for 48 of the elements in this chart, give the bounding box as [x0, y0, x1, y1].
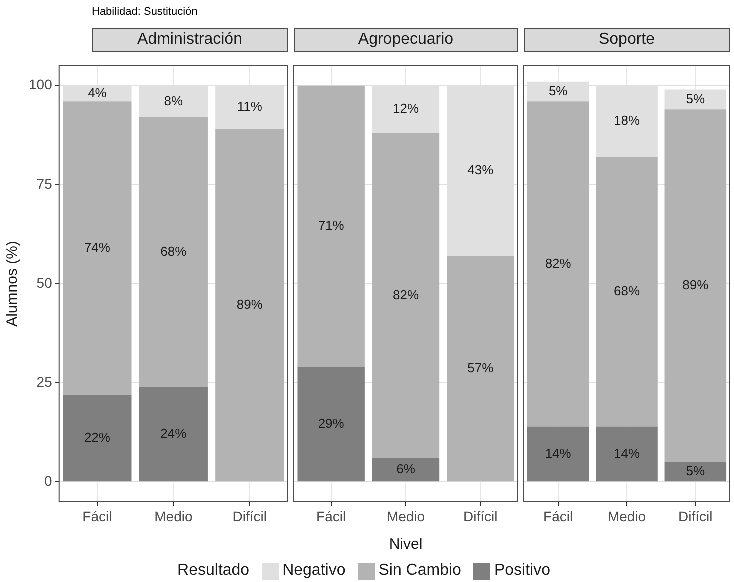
x-tick-label: Medio — [386, 508, 426, 524]
y-tick-label: 0 — [44, 473, 53, 490]
data-label: 14% — [614, 446, 640, 461]
data-label: 6% — [396, 462, 416, 477]
y-axis-title: Alumnos (%) — [4, 241, 22, 327]
y-tick-label: 25 — [36, 374, 53, 390]
data-label: 57% — [468, 360, 494, 376]
x-axis-title: Nivel — [389, 536, 423, 554]
data-label: 12% — [392, 101, 420, 116]
data-label: 68% — [160, 244, 188, 259]
data-label: 14% — [545, 446, 572, 461]
y-tick-label: 50 — [36, 274, 53, 291]
x-tick-label: Medio — [154, 508, 193, 524]
data-label: 11% — [237, 99, 263, 114]
x-tick-label: Difícil — [678, 508, 713, 524]
chart-title: Agropecuario — [294, 28, 518, 52]
data-label: 24% — [160, 426, 188, 441]
x-tick-label: Fácil — [544, 508, 574, 524]
data-label: 5% — [548, 83, 568, 98]
y-tick-label: 75 — [36, 176, 53, 192]
data-label: 29% — [318, 416, 345, 432]
x-tick-label: Fácil — [82, 508, 112, 524]
data-label: 74% — [84, 240, 111, 255]
data-label: 89% — [236, 297, 264, 312]
text: Habilidad: Sustitución — [92, 6, 198, 18]
x-tick-label: Fácil — [316, 508, 346, 524]
data-label: 5% — [686, 91, 706, 106]
data-label: 68% — [614, 284, 640, 299]
data-label: 89% — [682, 278, 710, 293]
data-label: 4% — [88, 85, 108, 100]
legend-title: Resultado — [178, 562, 250, 580]
legend-label: Negativo — [282, 562, 346, 580]
data-label: 5% — [686, 464, 706, 479]
data-label: 82% — [392, 287, 420, 302]
y-tick-label: 100 — [29, 76, 53, 93]
data-label: 82% — [545, 256, 572, 271]
x-tick-label: Medio — [608, 508, 646, 524]
legend-label: Sin Cambio — [378, 562, 462, 580]
x-tick-label: Difícil — [232, 508, 268, 524]
data-label: 43% — [468, 162, 494, 178]
chart-title: Soporte — [524, 28, 730, 52]
legend-label: Positivo — [494, 562, 550, 580]
data-label: 18% — [614, 113, 640, 128]
data-label: 22% — [84, 430, 111, 445]
x-tick-label: Difícil — [464, 508, 498, 524]
data-label: 71% — [318, 218, 345, 234]
chart-title: Administración — [92, 28, 288, 52]
data-label: 8% — [164, 93, 184, 108]
